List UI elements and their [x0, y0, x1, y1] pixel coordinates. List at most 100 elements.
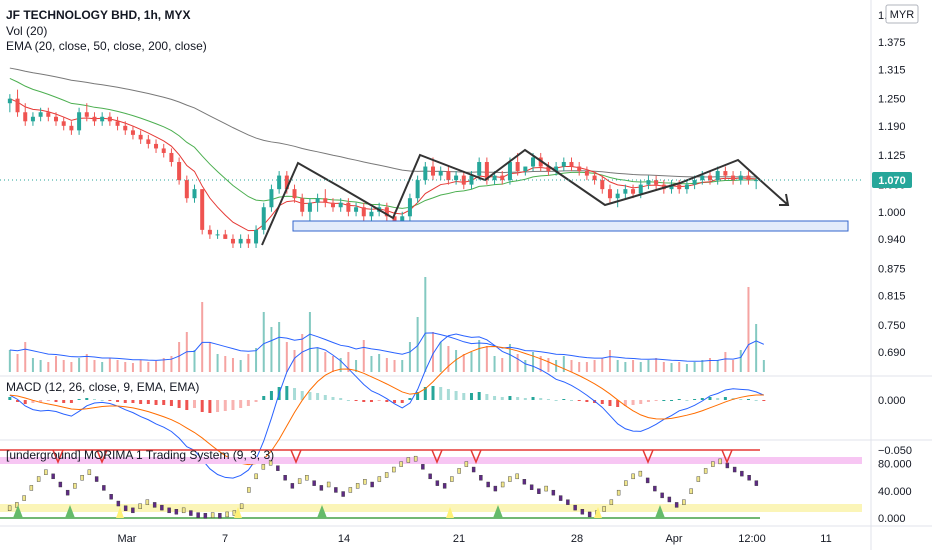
volume-bar	[278, 322, 281, 372]
time-tick-label: 12:00	[738, 533, 766, 545]
volume-bar	[724, 352, 727, 372]
volume-bar	[231, 358, 234, 372]
time-tick-label: Mar	[118, 533, 137, 545]
oscillator-point	[573, 504, 577, 511]
current-price-tag	[872, 172, 912, 188]
volume-bar	[501, 358, 504, 372]
macd-histogram-bar	[131, 400, 135, 403]
oscillator-point	[312, 480, 316, 486]
macd-histogram-bar	[462, 393, 466, 400]
volume-bar	[285, 342, 288, 372]
candle-body	[523, 166, 528, 172]
volume-bar	[331, 356, 334, 372]
price-tick-label: 1.375	[878, 37, 906, 49]
volume-bar	[131, 363, 134, 372]
current-price-value: 1.070	[878, 175, 906, 187]
symbol-title: JF TECHNOLOGY BHD, 1h, MYX	[6, 8, 190, 22]
macd-line	[9, 333, 765, 479]
time-axis-ticks: Mar 7 14 21 28 Apr 12:00 11	[118, 533, 832, 545]
candle-body	[492, 175, 497, 181]
macd-histogram-bar	[139, 400, 143, 404]
volume-bar	[155, 361, 158, 372]
candle-body	[223, 234, 228, 239]
macd-histogram-bar	[416, 392, 420, 400]
macd-histogram-bar	[54, 400, 58, 402]
price-tick-label: 1.315	[878, 64, 906, 76]
oscillator-point	[341, 491, 345, 497]
macd-histogram-bar	[562, 399, 566, 400]
volume-bar	[432, 332, 435, 372]
oscillator-point	[268, 460, 273, 466]
volume-bar	[578, 362, 581, 372]
oscillator-point	[7, 505, 12, 511]
volume-bar	[655, 358, 658, 372]
candle-body	[577, 166, 582, 172]
macd-histogram-bar	[516, 397, 520, 400]
oscillator-point	[22, 495, 26, 501]
oscillator-point	[616, 489, 621, 496]
volume-bar	[439, 342, 442, 372]
oscillator-point	[718, 458, 722, 465]
macd-histogram-bar	[608, 400, 612, 406]
volume-bar	[639, 362, 642, 372]
candle-body	[692, 180, 697, 185]
ema-200-line	[9, 67, 757, 178]
macd-histogram-bar	[639, 400, 643, 404]
volume-bar	[139, 360, 142, 372]
oscillator-point	[493, 485, 498, 492]
volume-bar	[316, 348, 319, 372]
volume-bar	[685, 364, 688, 372]
candle-body	[384, 207, 389, 217]
candle-body	[100, 116, 105, 122]
oscillator-panel	[7, 449, 759, 519]
oscillator-point	[660, 492, 664, 499]
candle-body	[284, 175, 289, 190]
candle-body	[531, 157, 536, 167]
oscillator-point	[537, 488, 541, 494]
oscillator-point	[515, 473, 519, 480]
macd-histogram-bar	[239, 400, 243, 408]
macd-histogram-bar	[385, 400, 389, 402]
volume-bar	[562, 356, 565, 372]
macd-histogram-bar	[23, 400, 27, 404]
candle-body	[192, 189, 197, 199]
sell-marker-icon	[721, 449, 733, 464]
neutral-marker-icon	[594, 507, 602, 518]
volume-bar	[70, 362, 73, 372]
macd-histogram-bar	[77, 399, 81, 400]
oscillator-point	[754, 480, 759, 486]
oscillator-point	[500, 481, 505, 488]
macd-histogram-bar	[654, 400, 658, 401]
candle-body	[446, 171, 451, 181]
oscillator-point	[435, 480, 440, 486]
oscillator-point	[102, 485, 106, 491]
volume-bar	[393, 360, 396, 372]
volume-bar	[178, 342, 181, 372]
currency-button[interactable]	[885, 4, 919, 24]
oscillator-point	[239, 503, 244, 509]
macd-histogram-bar	[662, 400, 666, 401]
macd-histogram-bar	[554, 400, 558, 401]
oscillator-point	[406, 457, 411, 463]
volume-bar	[101, 362, 104, 372]
oscillator-point	[631, 473, 635, 480]
buy-marker-icon	[655, 505, 665, 518]
macd-histogram-bar	[623, 400, 627, 406]
macd-histogram-bar	[92, 399, 96, 400]
oscillator-point	[450, 476, 454, 482]
buy-marker-icon	[493, 505, 503, 518]
oscillator-point	[138, 503, 142, 509]
macd-histogram-bar	[316, 393, 320, 400]
candle-body	[361, 207, 366, 217]
candle-body	[323, 198, 328, 203]
candle-body	[431, 166, 436, 176]
candle-body	[84, 112, 89, 117]
macd-legend: MACD (12, 26, close, 9, EMA, EMA)	[6, 380, 199, 394]
oscillator-point	[508, 476, 512, 482]
volume-bar	[478, 340, 481, 372]
oscillator-point	[399, 461, 403, 467]
oscillator-point	[181, 507, 186, 514]
oscillator-point	[384, 472, 389, 478]
candle-body	[277, 175, 282, 190]
macd-histogram-bar	[154, 400, 158, 405]
